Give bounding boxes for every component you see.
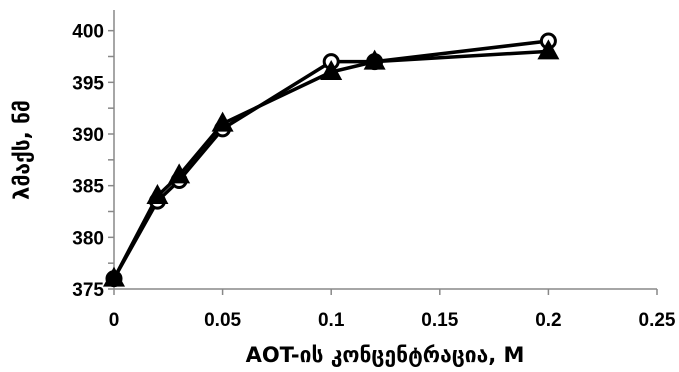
x-tick-label: 0 — [109, 310, 120, 331]
series-2-point — [363, 49, 386, 70]
series-2-point — [537, 39, 560, 60]
y-tick-label: 385 — [72, 177, 104, 198]
tick-labels: 375 380 385 390 395 400 0 0.05 0.1 0.15 0.2 0.25 — [72, 22, 676, 331]
series-2-point — [103, 266, 125, 287]
x-tick-label: 0.1 — [318, 310, 345, 331]
y-tick-label: 390 — [72, 125, 104, 146]
x-tick-label: 0.15 — [421, 310, 458, 331]
x-tick-label: 0.05 — [204, 310, 241, 331]
series-2-point — [168, 163, 191, 184]
y-tick-label: 400 — [72, 22, 104, 43]
series-2-point — [211, 111, 234, 132]
series-2-point — [146, 184, 169, 204]
x-tick-label: 0.2 — [535, 310, 561, 331]
series-markers — [103, 32, 560, 288]
y-tick-label: 395 — [72, 73, 104, 94]
y-axis-title: λმაქს, ნმ — [10, 100, 34, 200]
x-tick-label: 0.25 — [639, 310, 676, 331]
axis-ticks — [108, 29, 658, 295]
x-axis-title: AOT-ის კონცენტრაცია, M — [246, 343, 525, 367]
plot-area: 375 380 385 390 395 400 0 0.05 0.1 0.15 0.2 0.25 — [72, 10, 676, 331]
y-tick-label: 380 — [72, 228, 104, 249]
series-2-point — [320, 60, 343, 80]
y-tick-label: 375 — [72, 280, 104, 301]
